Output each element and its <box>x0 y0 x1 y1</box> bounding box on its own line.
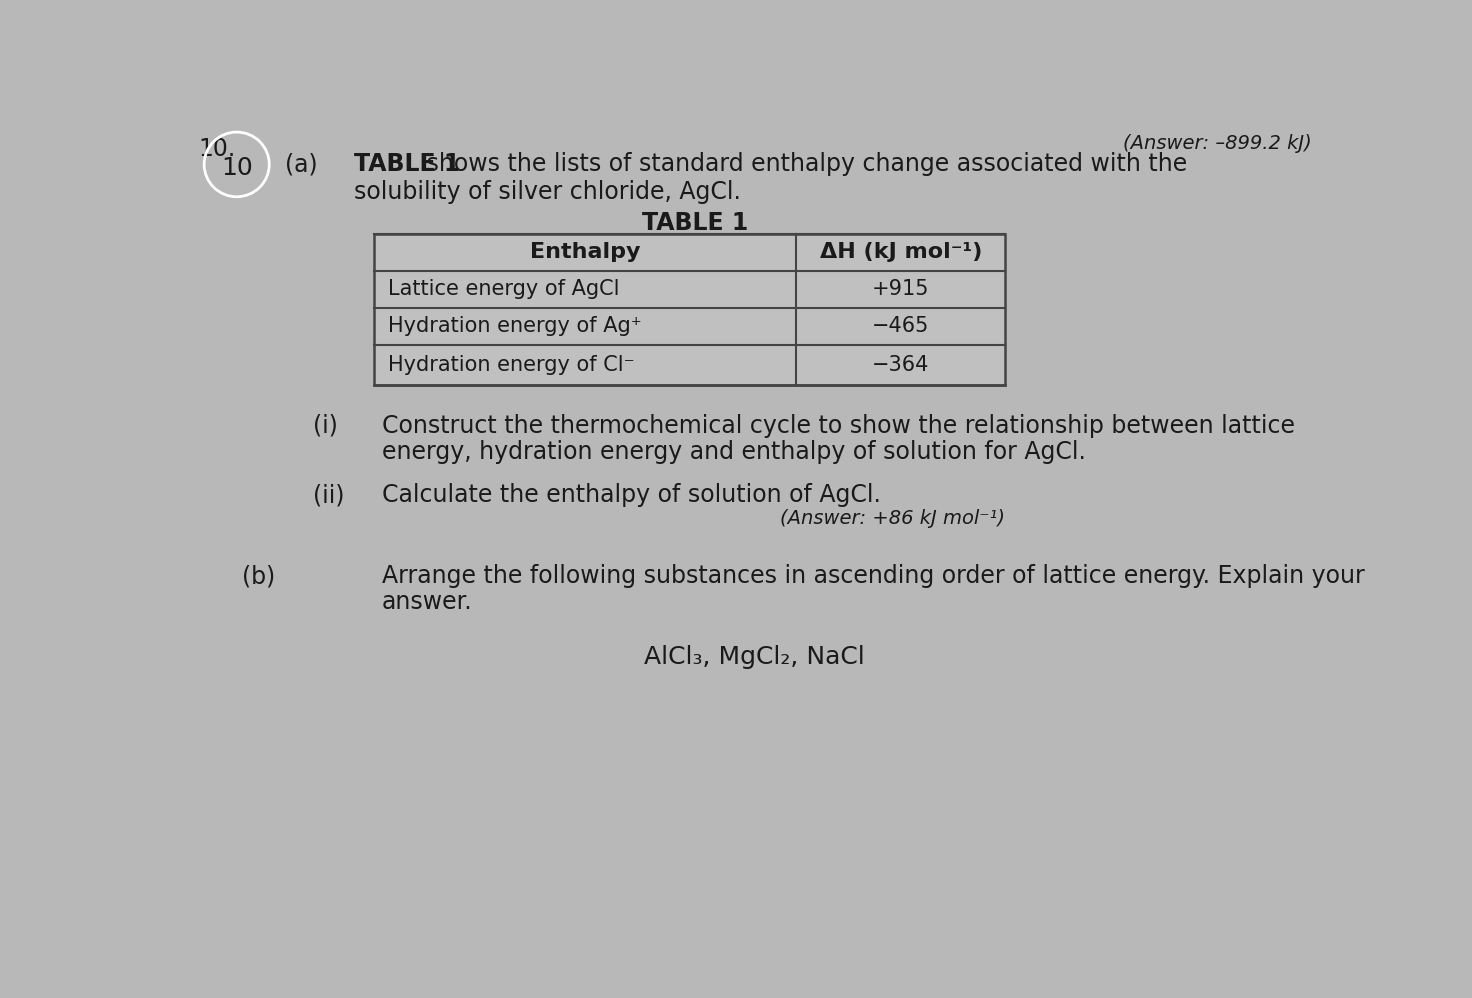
Text: −364: −364 <box>873 354 929 374</box>
Text: 10.: 10. <box>197 137 236 161</box>
Text: (i): (i) <box>312 414 337 438</box>
Text: Lattice energy of AgCl: Lattice energy of AgCl <box>387 279 620 299</box>
Text: Enthalpy: Enthalpy <box>530 243 640 262</box>
Text: Construct the thermochemical cycle to show the relationship between lattice: Construct the thermochemical cycle to sh… <box>381 414 1295 438</box>
Text: shows the lists of standard enthalpy change associated with the: shows the lists of standard enthalpy cha… <box>420 152 1186 176</box>
Text: +915: +915 <box>871 279 930 299</box>
Text: TABLE 1: TABLE 1 <box>642 211 749 235</box>
Text: energy, hydration energy and enthalpy of solution for AgCl.: energy, hydration energy and enthalpy of… <box>381 440 1085 464</box>
Text: ΔH (kJ mol⁻¹): ΔH (kJ mol⁻¹) <box>820 243 982 262</box>
Text: (Answer: +86 kJ mol⁻¹): (Answer: +86 kJ mol⁻¹) <box>780 509 1005 528</box>
Text: Hydration energy of Cl⁻: Hydration energy of Cl⁻ <box>387 354 634 374</box>
Text: Calculate the enthalpy of solution of AgCl.: Calculate the enthalpy of solution of Ag… <box>381 483 880 507</box>
Text: (a): (a) <box>284 152 318 176</box>
Text: −465: −465 <box>873 316 929 336</box>
Text: (Answer: –899.2 kJ): (Answer: –899.2 kJ) <box>1123 134 1312 153</box>
Bar <box>374 234 1005 384</box>
Text: 10: 10 <box>221 156 253 180</box>
Bar <box>374 234 1005 384</box>
Text: Arrange the following substances in ascending order of lattice energy. Explain y: Arrange the following substances in asce… <box>381 564 1365 588</box>
Text: answer.: answer. <box>381 590 473 614</box>
Text: AlCl₃, MgCl₂, NaCl: AlCl₃, MgCl₂, NaCl <box>645 645 864 669</box>
Text: TABLE 1: TABLE 1 <box>355 152 461 176</box>
Text: (b): (b) <box>241 564 275 588</box>
Text: Hydration energy of Ag⁺: Hydration energy of Ag⁺ <box>387 316 642 336</box>
Text: (ii): (ii) <box>312 483 344 507</box>
Text: solubility of silver chloride, AgCl.: solubility of silver chloride, AgCl. <box>355 180 742 204</box>
